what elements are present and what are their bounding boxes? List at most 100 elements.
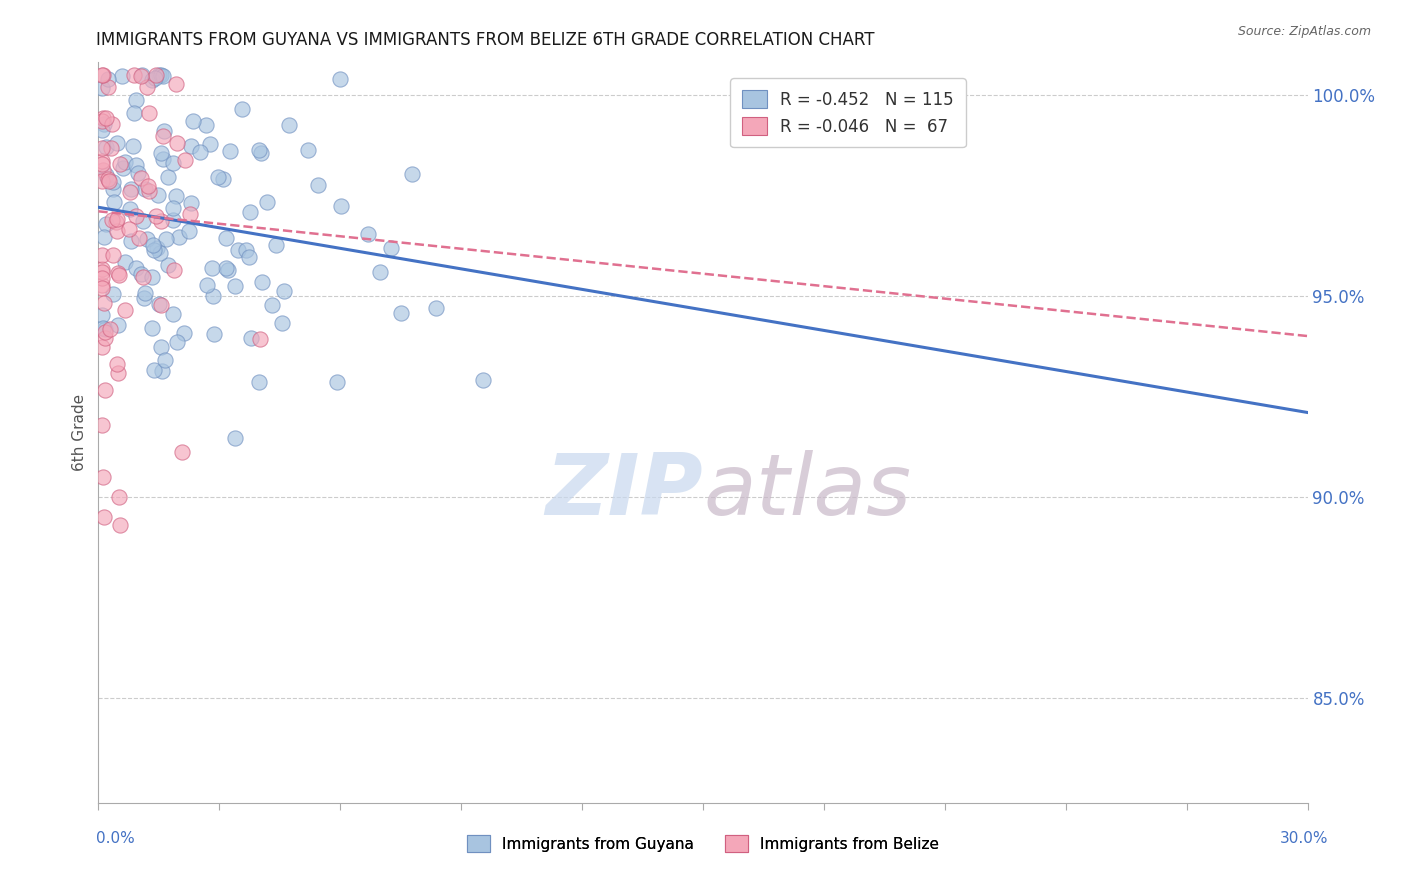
Point: [101, 117, 124, 131]
Point: [297, 143, 319, 157]
Point: [226, 243, 249, 257]
Point: [149, 68, 172, 82]
Point: [173, 153, 195, 168]
Point: [94, 326, 117, 340]
Point: [195, 277, 218, 292]
Point: [389, 306, 412, 320]
Point: [91, 321, 114, 335]
Legend: Immigrants from Guyana, Immigrants from Belize: Immigrants from Guyana, Immigrants from …: [461, 830, 945, 858]
Point: [101, 248, 124, 262]
Point: [93, 230, 115, 244]
Point: [170, 445, 193, 459]
Point: [121, 139, 143, 153]
Point: [129, 69, 152, 83]
Point: [94, 322, 117, 336]
Point: [249, 332, 271, 346]
Point: [118, 202, 141, 217]
Point: [152, 129, 174, 144]
Point: [107, 266, 129, 280]
Point: [165, 189, 187, 203]
Point: [134, 291, 156, 305]
Point: [142, 362, 165, 376]
Point: [167, 229, 190, 244]
Point: [111, 161, 134, 176]
Point: [155, 353, 177, 368]
Point: [217, 263, 239, 277]
Point: [215, 231, 238, 245]
Point: [141, 72, 163, 87]
Point: [215, 260, 238, 275]
Point: [143, 244, 166, 258]
Point: [100, 212, 122, 227]
Point: [145, 210, 167, 224]
Point: [247, 143, 270, 157]
Point: [224, 279, 246, 293]
Point: [110, 157, 132, 171]
Point: [98, 174, 121, 188]
Point: [107, 366, 129, 380]
Point: [157, 258, 180, 272]
Point: [124, 93, 146, 107]
Point: [108, 490, 131, 504]
Point: [329, 199, 352, 213]
Point: [212, 172, 235, 186]
Point: [94, 217, 117, 231]
Point: [207, 169, 229, 184]
Point: [91, 68, 114, 82]
Point: [93, 117, 115, 131]
Point: [91, 68, 114, 82]
Point: [231, 102, 253, 116]
Point: [150, 146, 173, 161]
Point: [91, 270, 114, 285]
Point: [124, 105, 146, 120]
Point: [326, 375, 349, 389]
Point: [134, 285, 156, 300]
Point: [91, 261, 114, 276]
Point: [136, 178, 159, 193]
Point: [273, 284, 295, 298]
Point: [93, 111, 115, 125]
Point: [105, 224, 128, 238]
Point: [125, 260, 148, 275]
Point: [93, 510, 115, 524]
Point: [97, 172, 120, 186]
Point: [91, 162, 114, 177]
Point: [97, 71, 120, 86]
Point: [91, 308, 114, 322]
Point: [124, 157, 146, 171]
Point: [471, 373, 494, 387]
Text: atlas: atlas: [703, 450, 911, 533]
Point: [150, 364, 173, 378]
Point: [166, 136, 188, 150]
Point: [425, 301, 447, 315]
Point: [91, 113, 114, 128]
Point: [142, 238, 165, 252]
Point: [141, 270, 163, 285]
Point: [101, 286, 124, 301]
Point: [110, 69, 132, 83]
Point: [91, 140, 114, 154]
Point: [177, 224, 200, 238]
Point: [162, 307, 184, 321]
Point: [91, 174, 114, 188]
Point: [101, 181, 124, 195]
Point: [136, 80, 159, 95]
Point: [107, 318, 129, 333]
Point: [148, 187, 170, 202]
Text: 0.0%: 0.0%: [96, 831, 135, 846]
Point: [264, 238, 287, 252]
Point: [120, 235, 142, 249]
Point: [256, 195, 278, 210]
Point: [152, 152, 174, 166]
Point: [198, 137, 221, 152]
Point: [162, 212, 184, 227]
Point: [131, 68, 153, 82]
Point: [91, 154, 114, 169]
Point: [134, 182, 156, 196]
Point: [145, 241, 167, 255]
Point: [166, 335, 188, 350]
Point: [401, 167, 423, 181]
Point: [152, 69, 174, 83]
Point: [129, 267, 152, 281]
Point: [118, 222, 141, 236]
